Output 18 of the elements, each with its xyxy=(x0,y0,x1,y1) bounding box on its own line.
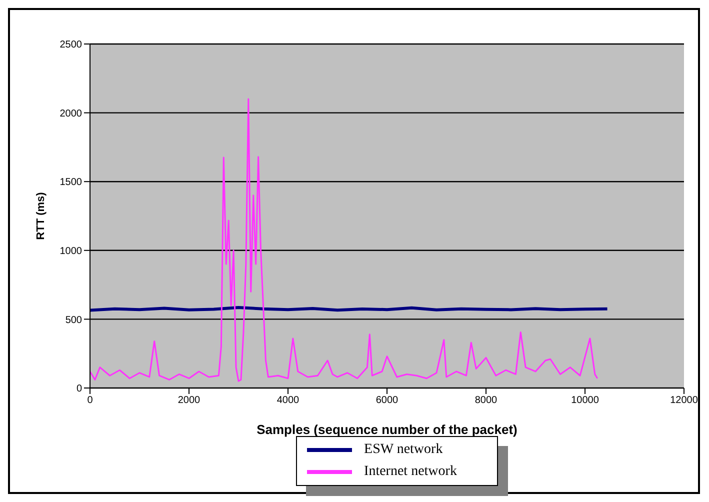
y-tick-label: 2500 xyxy=(60,40,82,51)
x-tick-label: 2000 xyxy=(178,395,201,406)
x-tick-label: 10000 xyxy=(571,395,600,406)
y-tick-label: 2000 xyxy=(60,108,82,120)
y-tick-label: 500 xyxy=(65,314,82,326)
y-tick-label: 1000 xyxy=(60,246,82,257)
y-axis-title: RTT (ms) xyxy=(34,192,47,240)
line-series xyxy=(90,98,598,382)
y-tick-label: 0 xyxy=(76,384,82,395)
x-tick-label: 8000 xyxy=(474,395,498,406)
x-tick-label: 6000 xyxy=(376,395,399,406)
x-axis-title: Samples (sequence number of the packet) xyxy=(256,422,518,437)
y-tick-label: 1500 xyxy=(60,177,82,188)
legend-label: ESW network xyxy=(364,442,443,458)
x-tick-label: 12000 xyxy=(670,395,698,406)
legend-label: Internet network xyxy=(364,464,457,480)
x-tick-label: 4000 xyxy=(276,395,300,406)
x-tick-label: 0 xyxy=(87,395,94,406)
